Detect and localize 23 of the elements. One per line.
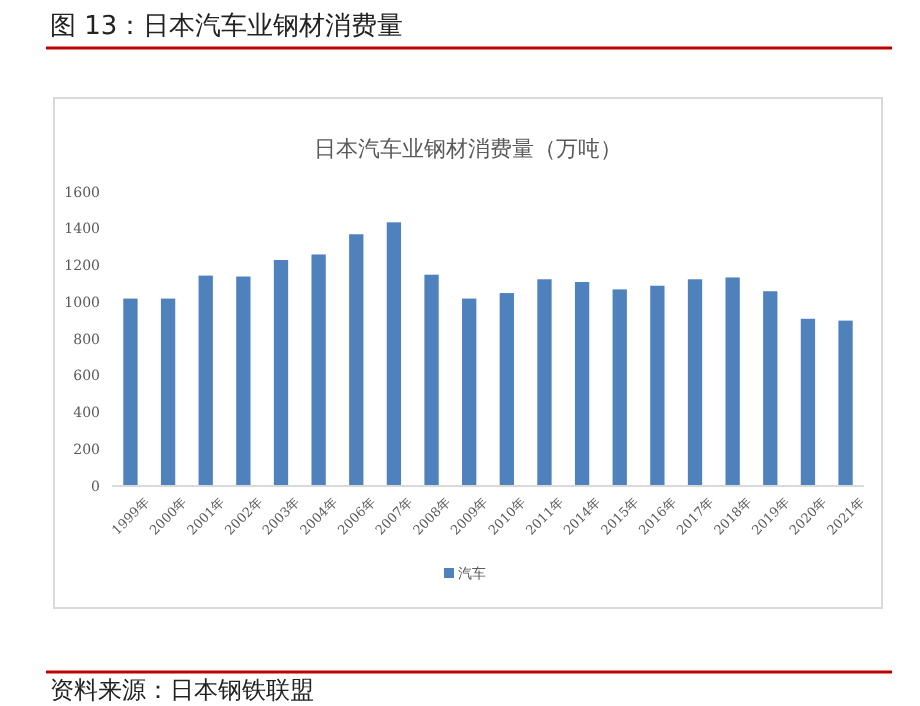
- bar: [123, 298, 138, 486]
- bar: [462, 298, 477, 486]
- bar: [424, 274, 439, 486]
- bar: [386, 222, 402, 486]
- bar: [499, 293, 514, 486]
- bar: [198, 275, 213, 486]
- text: 资料来源：日本钢铁联盟: [50, 676, 314, 704]
- bar: [273, 259, 289, 486]
- bar: [763, 291, 778, 486]
- bar: [838, 320, 853, 486]
- bar: [236, 276, 251, 486]
- bar: [160, 298, 176, 486]
- bar: [574, 282, 590, 486]
- chart-title: 图 13：日本汽车业钢材消费量: [50, 12, 404, 42]
- chart-subtitle: 日本汽车业钢材消费量（万吨）: [314, 136, 622, 162]
- bar: [800, 318, 816, 486]
- bar: [311, 254, 326, 486]
- bar: [650, 285, 665, 486]
- bar: [537, 279, 552, 486]
- bar: [725, 277, 740, 486]
- bar: [349, 234, 364, 486]
- bar: [612, 289, 627, 486]
- bar: [687, 279, 703, 486]
